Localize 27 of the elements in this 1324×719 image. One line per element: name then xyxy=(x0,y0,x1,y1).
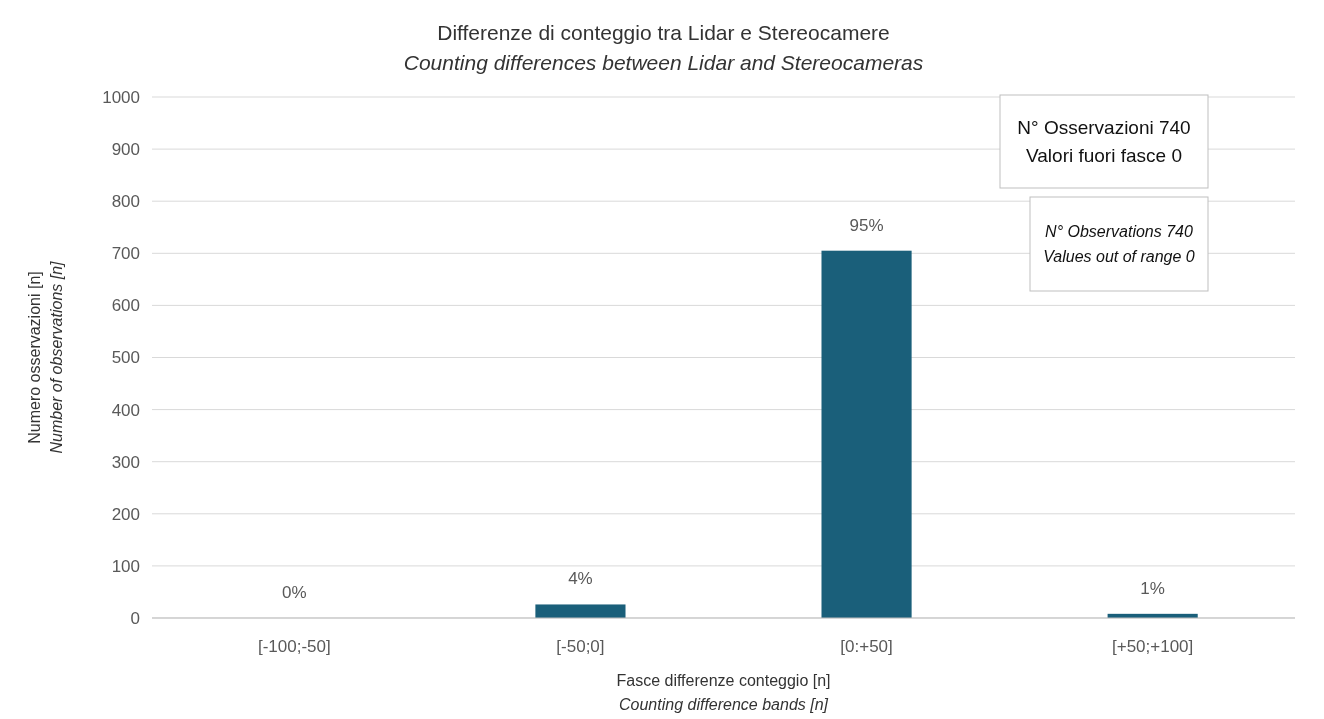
x-axis-title: Fasce differenze conteggio [n] Counting difference bands [n] xyxy=(616,672,831,713)
annotation: N° Observations 740 Values out of range 0 xyxy=(1043,223,1195,266)
y-tick-label: 700 xyxy=(111,244,140,264)
x-tick-label: [-100;-50] xyxy=(257,637,331,656)
y-tick-label: 1000 xyxy=(102,87,140,107)
x-tick-label: [-50;0] xyxy=(556,637,605,656)
y-tick-label: 600 xyxy=(111,296,140,316)
annotation: 0% xyxy=(282,583,307,602)
y-tick-label: 800 xyxy=(111,192,140,212)
y-tick-label: 200 xyxy=(111,504,140,524)
annotation: 95% xyxy=(849,215,884,235)
x-tick-label: [+50;+100] xyxy=(1112,637,1194,656)
y-tick-label: 500 xyxy=(111,348,140,368)
chart-title: Differenze di conteggio tra Lidar e Stereocamere xyxy=(437,21,890,44)
y-tick-label: 400 xyxy=(111,400,140,420)
y-axis-title: Numero osservazioni [n] Number of observations [n] xyxy=(26,260,65,454)
bar xyxy=(535,604,626,618)
y-tick-label: 900 xyxy=(111,140,140,160)
x-tick-label: [0:+50] xyxy=(840,637,893,656)
annotation: 4% xyxy=(568,569,593,589)
chart-subtitle: Counting differences between Lidar and Stereocameras xyxy=(403,51,924,74)
y-tick-label: 100 xyxy=(111,556,140,576)
bar xyxy=(821,250,912,618)
y-tick-label: 300 xyxy=(111,452,140,472)
annotation: 1% xyxy=(1140,578,1165,598)
annotation: N° Osservazioni 740 Valori fuori fasce 0 xyxy=(1017,117,1191,167)
y-tick-label: 0 xyxy=(130,608,140,628)
